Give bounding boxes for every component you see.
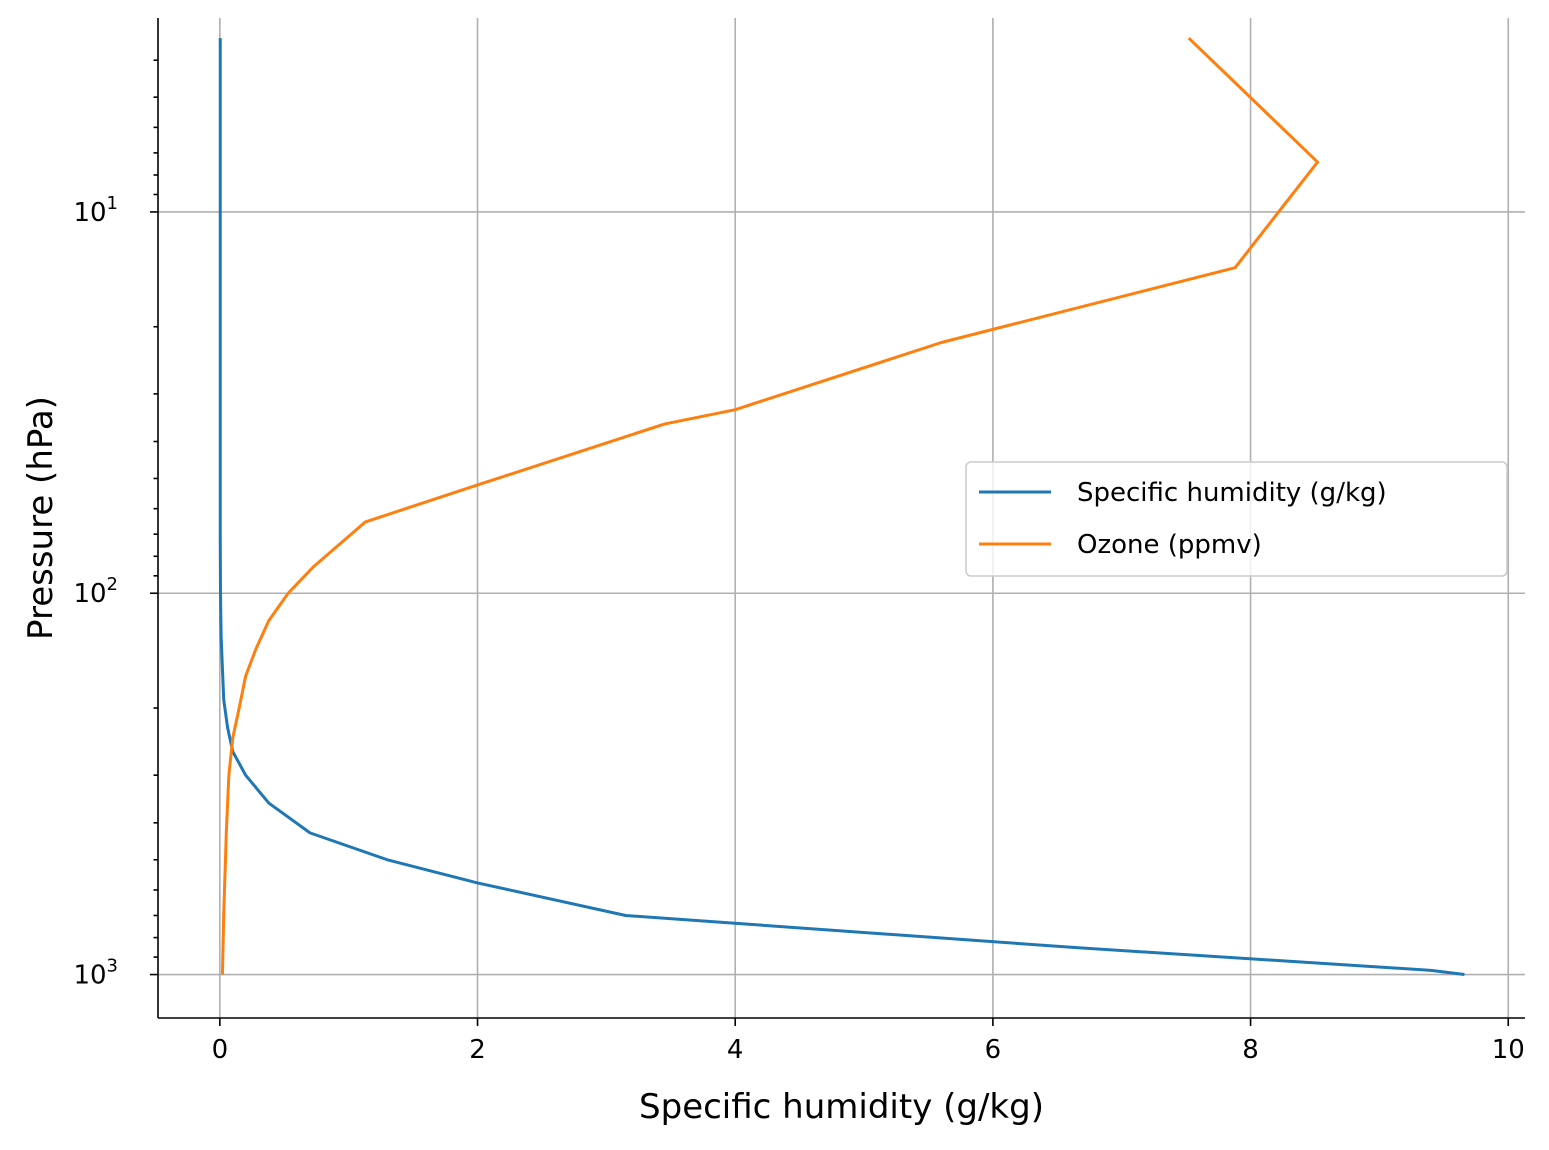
legend-label: Ozone (ppmv): [1077, 530, 1262, 560]
legend-label: Specific humidity (g/kg): [1077, 478, 1387, 508]
series-line-1: [218, 38, 1465, 977]
series-lines: [218, 37, 1465, 977]
x-axis-label: Specific humidity (g/kg): [639, 1087, 1044, 1127]
y-tick-label: 101: [73, 193, 118, 228]
legend: Specific humidity (g/kg) Ozone (ppmv): [965, 461, 1508, 577]
axes-spines: [157, 18, 1525, 1019]
y-axis-label: Pressure (hPa): [21, 396, 61, 640]
x-tick-label: 10: [1492, 1035, 1525, 1065]
y-tick-label: 103: [73, 956, 118, 991]
x-tick-label: 2: [469, 1035, 486, 1065]
y-tick-label: 102: [73, 574, 118, 609]
series-line-2: [220, 37, 1320, 975]
x-tick-label: 8: [1242, 1035, 1259, 1065]
x-tick-label: 4: [727, 1035, 744, 1065]
legend-box: [965, 461, 1508, 577]
x-tick-label: 0: [212, 1035, 229, 1065]
ticks: 0 2 4 6 8 10 101 102 103: [73, 59, 1525, 1065]
x-tick-label: 6: [985, 1035, 1002, 1065]
